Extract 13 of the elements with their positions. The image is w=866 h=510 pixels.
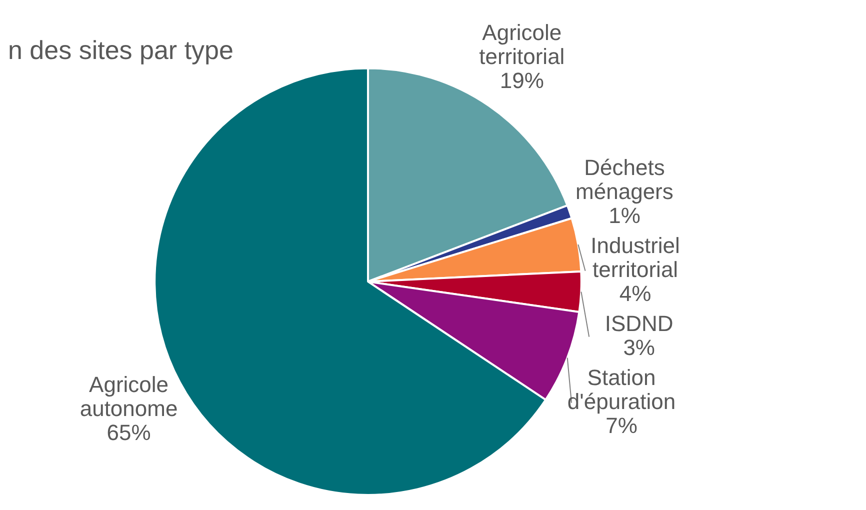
chart-title: n des sites par type [8,34,234,65]
data-label: 65% [106,420,151,445]
data-label: 19% [500,68,544,94]
data-label: 3% [623,334,655,360]
slice-label: Industriel territorial [590,232,680,282]
slice-label: ISDND [604,310,674,336]
slice-label: Agricole territorial [479,20,565,70]
slice-label: Agricole autonome [80,372,178,421]
slice-label: Station d'épuration [567,364,676,414]
data-label: 7% [606,412,638,438]
slice-label: Déchets ménagers [576,154,674,204]
data-label: 1% [608,202,640,228]
data-label: 4% [619,280,652,306]
